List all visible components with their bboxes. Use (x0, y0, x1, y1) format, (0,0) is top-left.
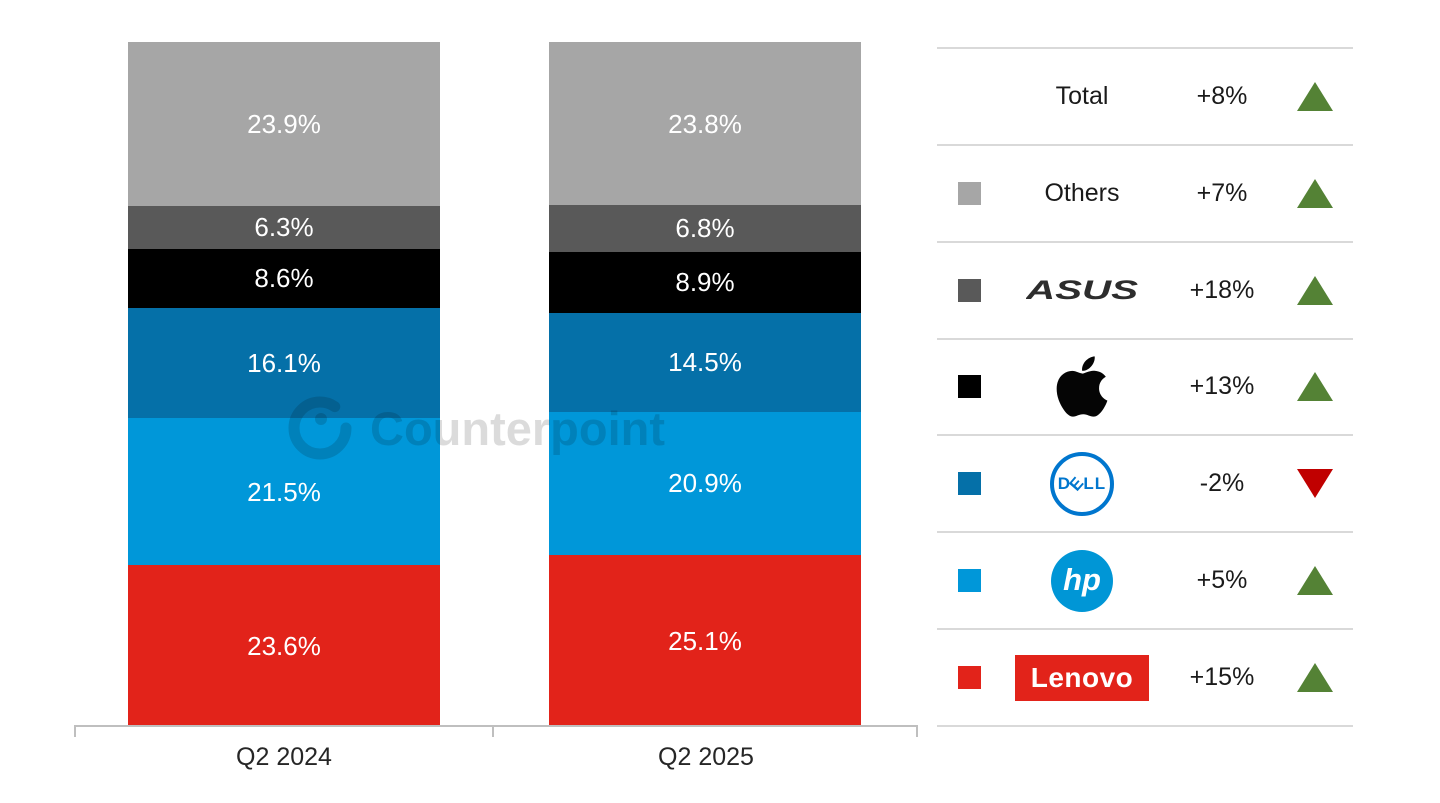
legend-trend-cell (1277, 81, 1353, 111)
bar-segment-dell: 14.5% (549, 312, 861, 412)
x-axis-line (74, 725, 918, 727)
legend-row-dell: D E LL -2% (937, 436, 1353, 534)
segment-value-label: 25.1% (668, 625, 742, 656)
legend-trend-cell (1277, 566, 1353, 596)
dell-logo-icon: D E LL (1050, 451, 1114, 516)
bar-segment-hp: 21.5% (128, 418, 440, 566)
legend-table: Total +8% Others +7% (937, 47, 1353, 727)
legend-label-cell: Others (997, 179, 1167, 208)
legend-swatch-cell (937, 666, 997, 690)
lenovo-logo-icon: Lenovo (1015, 654, 1149, 701)
legend-row-apple: +13% (937, 340, 1353, 437)
axis-tick (916, 725, 918, 737)
lenovo-logo-text: Lenovo (1030, 661, 1134, 693)
bar-segment-asus: 6.8% (549, 205, 861, 252)
asus-logo-text: ASUS (1026, 276, 1138, 304)
up-triangle-icon (1297, 178, 1333, 208)
legend-row-others: Others +7% (937, 146, 1353, 243)
legend-swatch-cell (937, 375, 997, 399)
segment-value-label: 23.9% (247, 108, 321, 139)
bar-segment-dell: 16.1% (128, 307, 440, 419)
bar-segment-lenovo: 25.1% (549, 555, 861, 727)
segment-value-label: 21.5% (247, 476, 321, 507)
hp-logo-icon: hp (1051, 549, 1113, 612)
bar-segment-apple: 8.9% (549, 251, 861, 313)
asus-logo-icon: ASUS (1026, 276, 1138, 304)
legend-row-lenovo: Lenovo +15% (937, 630, 1353, 727)
asus-color-swatch (958, 278, 981, 302)
hp-color-swatch (958, 569, 981, 593)
legend-label-cell (997, 352, 1167, 421)
legend-label-cell: ASUS (997, 276, 1167, 304)
asus-change-value: +18% (1189, 275, 1255, 304)
legend-swatch-cell (937, 278, 997, 302)
up-triangle-icon (1297, 663, 1333, 693)
dell-color-swatch (958, 472, 981, 496)
segment-value-label: 16.1% (247, 347, 321, 378)
segment-value-label: 6.8% (675, 213, 735, 244)
segment-value-label: 23.8% (668, 108, 742, 139)
others-change-value: +7% (1196, 178, 1248, 207)
axis-tick (74, 725, 76, 737)
legend-trend-cell (1277, 663, 1353, 693)
down-triangle-icon (1297, 469, 1333, 499)
stacked-bar-q2-2025: 23.8% 6.8% 8.9% 14.5% 20.9% 25.1% (549, 42, 861, 727)
bar-segment-hp: 20.9% (549, 411, 861, 556)
legend-trend-cell (1277, 469, 1353, 499)
legend-trend-cell (1277, 372, 1353, 402)
segment-value-label: 6.3% (254, 212, 314, 243)
others-label: Others (1044, 178, 1120, 207)
bar-segment-others: 23.8% (549, 42, 861, 206)
legend-swatch-cell (937, 569, 997, 593)
legend-label-cell: Total (997, 82, 1167, 111)
up-triangle-icon (1297, 275, 1333, 305)
segment-value-label: 8.9% (675, 267, 735, 298)
segment-value-label: 23.6% (247, 631, 321, 662)
apple-logo-icon (1056, 356, 1108, 418)
hp-change-value: +5% (1196, 566, 1248, 595)
legend-label-cell: hp (997, 549, 1167, 612)
up-triangle-icon (1297, 566, 1333, 596)
apple-change-value: +13% (1189, 372, 1255, 401)
dell-logo-text: D (1057, 473, 1072, 493)
stacked-bar-q2-2024: 23.9% 6.3% 8.6% 16.1% 21.5% 23.6% (128, 42, 440, 727)
bar-segment-others: 23.9% (128, 42, 440, 206)
legend-label-cell: D E LL (997, 451, 1167, 516)
legend-row-total: Total +8% (937, 49, 1353, 146)
axis-tick (492, 725, 494, 737)
legend-trend-cell (1277, 275, 1353, 305)
bar-segment-apple: 8.6% (128, 248, 440, 308)
dell-logo-text: LL (1083, 473, 1107, 493)
apple-color-swatch (958, 375, 981, 399)
x-axis-label-q2-2024: Q2 2024 (236, 743, 332, 771)
total-label: Total (1055, 81, 1109, 110)
segment-value-label: 20.9% (668, 468, 742, 499)
legend-row-asus: ASUS +18% (937, 243, 1353, 340)
segment-value-label: 14.5% (668, 347, 742, 378)
legend-swatch-cell (937, 472, 997, 496)
dell-change-value: -2% (1199, 469, 1245, 498)
legend-label-cell: Lenovo (997, 654, 1167, 701)
up-triangle-icon (1297, 81, 1333, 111)
lenovo-color-swatch (958, 666, 981, 690)
lenovo-change-value: +15% (1189, 663, 1255, 692)
segment-value-label: 8.6% (254, 263, 314, 294)
legend-trend-cell (1277, 178, 1353, 208)
up-triangle-icon (1297, 372, 1333, 402)
total-change-value: +8% (1196, 81, 1248, 110)
bar-segment-asus: 6.3% (128, 205, 440, 249)
hp-logo-text: hp (1063, 561, 1101, 597)
bar-segment-lenovo: 23.6% (128, 565, 440, 727)
x-axis-label-q2-2025: Q2 2025 (658, 743, 754, 771)
legend-swatch-cell (937, 181, 997, 205)
others-color-swatch (958, 181, 981, 205)
legend-row-hp: hp +5% (937, 533, 1353, 631)
